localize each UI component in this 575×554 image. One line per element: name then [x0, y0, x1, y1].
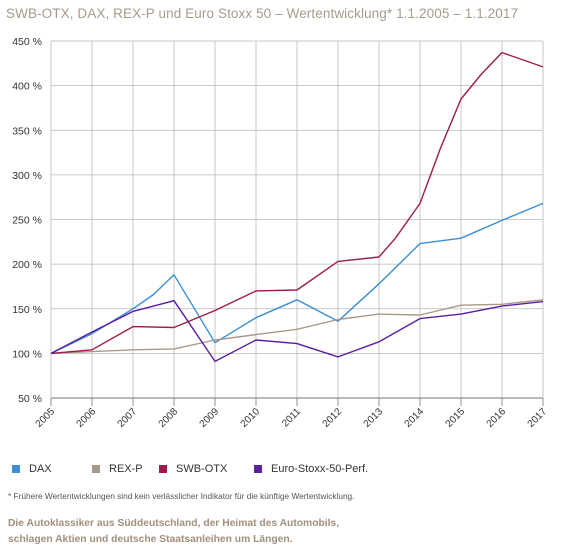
y-tick-label: 400 % [12, 81, 42, 93]
y-tick-label: 450 % [12, 36, 42, 48]
line-chart: 50 % 100 % 150 % 200 % 250 % 300 % 350 % 400 % 4… [12, 36, 550, 430]
x-axis: 2005 2006 2007 2008 2009 2010 2011 2012 2013 2014… [34, 397, 550, 430]
series-line-euro-stoxx-50-perf- [50, 300, 544, 363]
legend-swatch [254, 465, 262, 473]
y-tick-label: 50 % [18, 393, 42, 405]
footnote: * Frühere Wertentwicklungen sind kein ve… [8, 491, 355, 501]
y-tick-label: 200 % [12, 259, 42, 271]
y-tick-label: 250 % [12, 215, 42, 227]
y-tick-label: 300 % [12, 170, 42, 182]
series-line-rex-p [50, 299, 544, 355]
x-tick-label: 2006 [75, 406, 99, 430]
x-tick-label: 2012 [321, 406, 345, 430]
series-lines [50, 51, 544, 363]
x-tick-label: 2007 [116, 406, 140, 430]
tagline-line-1: Die Autoklassiker aus Süddeutschland, de… [8, 518, 340, 529]
x-tick-label: 2015 [444, 406, 468, 430]
y-axis: 50 % 100 % 150 % 200 % 250 % 300 % 350 % 400 % 4… [12, 36, 42, 405]
legend-item: SWB-OTX [159, 463, 254, 475]
legend-swatch [12, 465, 20, 473]
legend-item: REX-P [92, 463, 159, 475]
x-tick-label: 2011 [280, 406, 303, 429]
legend-label: REX-P [109, 463, 143, 475]
chart-title: SWB-OTX, DAX, REX-P und Euro Stoxx 50 – … [6, 6, 519, 21]
legend-swatch [159, 465, 167, 473]
series-line-dax [50, 202, 544, 355]
legend-item: Euro-Stoxx-50-Perf. [254, 463, 384, 475]
tagline: Die Autoklassiker aus Süddeutschland, de… [8, 516, 339, 548]
y-tick-label: 350 % [12, 125, 42, 137]
x-tick-label: 2013 [362, 406, 386, 430]
legend-label: DAX [29, 463, 52, 475]
legend: DAX REX-P SWB-OTX Euro-Stoxx-50-Perf. [12, 463, 384, 475]
x-tick-label: 2016 [485, 406, 509, 430]
grid [50, 40, 544, 399]
legend-item: DAX [12, 463, 92, 475]
legend-label: SWB-OTX [176, 463, 228, 475]
legend-swatch [92, 465, 100, 473]
x-tick-label: 2008 [157, 406, 181, 430]
legend-label: Euro-Stoxx-50-Perf. [271, 463, 369, 475]
y-tick-label: 150 % [12, 304, 42, 316]
x-tick-label: 2014 [403, 406, 427, 430]
x-tick-label: 2017 [526, 406, 550, 430]
tagline-line-2: schlagen Aktien und deutsche Staatsanlei… [8, 534, 293, 545]
series-line-swb-otx [50, 51, 544, 355]
y-tick-label: 100 % [12, 348, 42, 360]
x-tick-label: 2009 [198, 406, 222, 430]
x-tick-label: 2010 [239, 406, 263, 430]
x-tick-label: 2005 [34, 406, 58, 430]
